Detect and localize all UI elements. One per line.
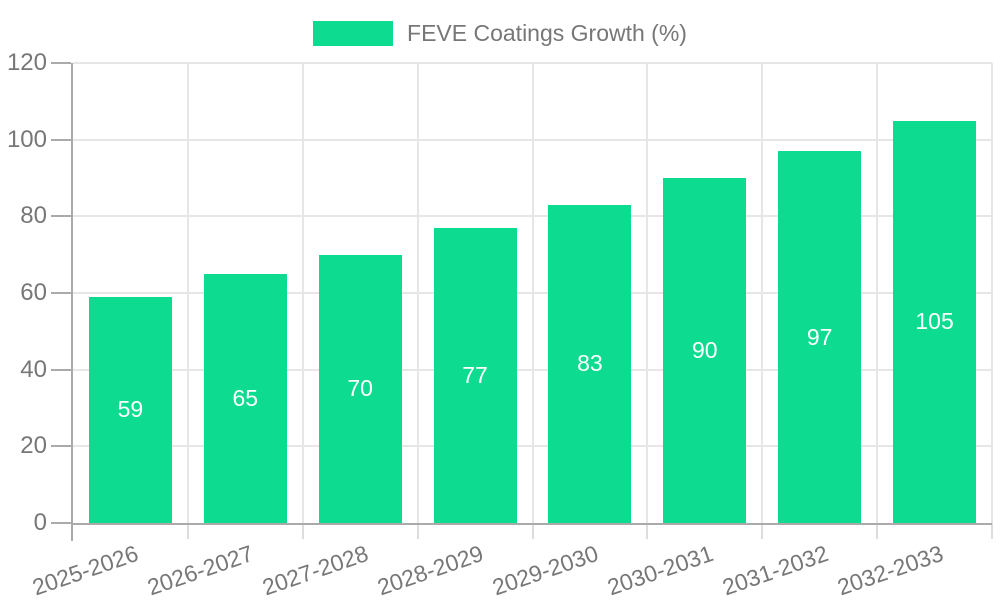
y-axis-tick-label: 80 [20, 202, 47, 230]
bar-2028-2029[interactable]: 77 [433, 227, 517, 523]
x-axis-tick [761, 523, 764, 539]
gridline-vertical [531, 63, 534, 523]
x-axis-line [71, 523, 992, 525]
y-axis-tick [51, 368, 71, 371]
y-axis-tick-label: 20 [20, 432, 47, 460]
legend-item-feve-coatings[interactable]: FEVE Coatings Growth (%) [313, 20, 687, 46]
y-axis-tick [51, 138, 71, 141]
bar-value-label: 90 [692, 337, 718, 363]
bar-2031-2032[interactable]: 97 [778, 151, 862, 523]
bar-value-label: 59 [117, 396, 144, 423]
bar-value-label: 70 [347, 375, 373, 402]
bar-2026-2027[interactable]: 65 [203, 273, 287, 523]
gridline-vertical [301, 63, 304, 523]
y-axis-tick-label: 60 [20, 279, 47, 306]
legend-label: FEVE Coatings Growth (%) [407, 20, 687, 46]
x-axis-tick [531, 523, 534, 539]
y-axis-tick-label: 120 [6, 49, 47, 76]
bar-value-label: 83 [577, 350, 603, 377]
gridline-vertical [646, 63, 649, 523]
bar-value-label: 65 [232, 384, 259, 411]
gridline-vertical [876, 63, 879, 523]
bar-2030-2031[interactable]: 90 [663, 178, 747, 523]
bar-2025-2026[interactable]: 59 [88, 296, 172, 523]
bar-value-label: 77 [462, 361, 488, 388]
x-axis-tick [991, 523, 993, 539]
x-axis-tick [876, 523, 879, 539]
y-axis-tick [51, 522, 71, 524]
bar-value-label: 97 [806, 323, 833, 350]
y-axis-tick [51, 292, 71, 294]
y-axis-tick-label: 100 [6, 125, 47, 153]
bar-2032-2033[interactable]: 105 [893, 120, 977, 523]
plot-area: 0 20 40 60 80 100 120 59 65 70 77 83 90 97 105 2025-202… [7, 49, 993, 600]
chart-legend: FEVE Coatings Growth (%) [0, 20, 1000, 46]
y-axis-line [71, 63, 73, 541]
legend-swatch-icon [313, 20, 394, 46]
x-axis-tick [416, 523, 419, 539]
x-axis-tick [646, 523, 649, 539]
y-axis-tick-label: 0 [33, 509, 47, 536]
y-axis-tick-label: 40 [20, 355, 47, 383]
y-axis-tick [51, 215, 71, 218]
y-axis-tick [51, 445, 71, 448]
gridline-vertical [416, 63, 419, 523]
x-axis-tick [186, 523, 189, 539]
gridline-vertical [761, 63, 764, 523]
bar-2029-2030[interactable]: 83 [548, 204, 632, 523]
bar-2027-2028[interactable]: 70 [318, 254, 402, 523]
gridline-vertical [991, 63, 993, 523]
x-axis-tick [301, 523, 304, 539]
y-axis-tick [51, 62, 71, 64]
bar-value-label: 105 [915, 308, 954, 335]
gridline-vertical [186, 63, 189, 523]
